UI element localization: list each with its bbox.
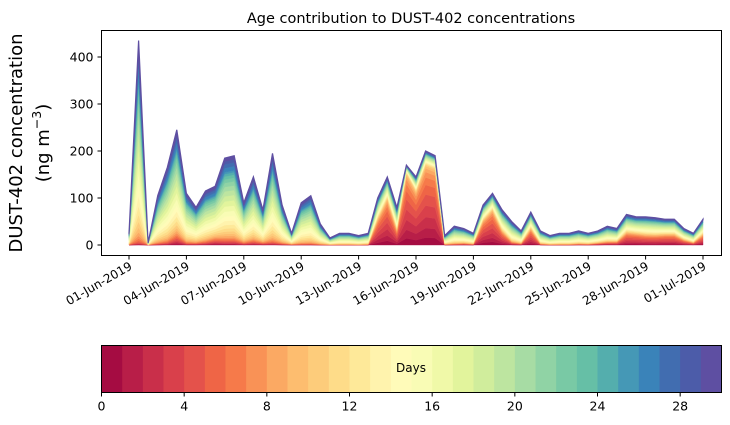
y-axis-label-line2: (ng m−3) — [29, 104, 54, 183]
colorbar-tick-label: 12 — [342, 399, 358, 414]
colorbar-swatch — [184, 345, 206, 393]
colorbar-swatch — [576, 345, 598, 393]
colorbar-swatch — [328, 345, 350, 393]
colorbar-swatch — [370, 345, 392, 393]
colorbar-swatch — [700, 345, 722, 393]
colorbar-tick-label: 0 — [98, 399, 106, 414]
colorbar-swatch — [597, 345, 619, 393]
colorbar-frame — [101, 345, 722, 393]
colorbar-tick-label: 16 — [424, 399, 440, 414]
colorbar-swatch — [432, 345, 454, 393]
y-axis-label-exponent: −3 — [29, 111, 44, 129]
colorbar-tick-label: 24 — [590, 399, 606, 414]
y-axis-label-line1: DUST-402 concentration — [6, 33, 27, 252]
colorbar-swatch — [659, 345, 681, 393]
colorbar-swatch — [142, 345, 164, 393]
colorbar-swatch — [349, 345, 371, 393]
colorbar-swatch — [618, 345, 640, 393]
colorbar-swatch — [514, 345, 536, 393]
plot-frame — [101, 30, 722, 256]
y-tick-label: 0 — [86, 238, 94, 253]
x-axis: 01-Jun-201904-Jun-201907-Jun-201910-Jun-… — [64, 255, 709, 308]
colorbar-tick-label: 8 — [263, 399, 271, 414]
y-axis: 0 100 200 300 400 — [70, 50, 102, 253]
y-axis-label-close: ) — [33, 104, 54, 111]
colorbar-tick-label: 20 — [507, 399, 523, 414]
colorbar-axis: 0 4 8 12 16 20 24 28 — [98, 392, 688, 414]
colorbar-swatch — [556, 345, 578, 393]
colorbar-swatch — [266, 345, 288, 393]
colorbar-swatch — [101, 345, 123, 393]
y-tick-label: 300 — [70, 97, 94, 112]
colorbar-label: Days — [396, 361, 426, 375]
x-tick-label: 01-Jul-2019 — [641, 259, 708, 306]
colorbar-swatch — [225, 345, 247, 393]
colorbar-swatch — [452, 345, 474, 393]
colorbar-swatch — [535, 345, 557, 393]
colorbar-swatch — [494, 345, 516, 393]
y-tick-label: 100 — [70, 191, 94, 206]
y-tick-label: 200 — [70, 144, 94, 159]
colorbar-swatch — [680, 345, 702, 393]
colorbar-swatch — [473, 345, 495, 393]
colorbar-tick-label: 4 — [180, 399, 188, 414]
colorbar-swatch — [308, 345, 330, 393]
colorbar-swatch — [204, 345, 226, 393]
colorbar-swatch — [163, 345, 185, 393]
colorbar-swatch — [638, 345, 660, 393]
area-layer-day-29 — [128, 40, 704, 243]
colorbar-tick-label: 28 — [672, 399, 688, 414]
colorbar — [101, 345, 722, 393]
stacked-areas — [128, 40, 704, 246]
colorbar-swatch — [122, 345, 144, 393]
colorbar-swatch — [411, 345, 433, 393]
y-axis-label-unit: (ng m — [33, 129, 54, 182]
y-tick-label: 400 — [70, 50, 94, 65]
colorbar-swatch — [390, 345, 412, 393]
colorbar-swatch — [246, 345, 268, 393]
chart-title: Age contribution to DUST-402 concentrati… — [247, 11, 575, 27]
colorbar-swatch — [287, 345, 309, 393]
y-axis-label: DUST-402 concentration (ng m−3) — [6, 33, 54, 252]
